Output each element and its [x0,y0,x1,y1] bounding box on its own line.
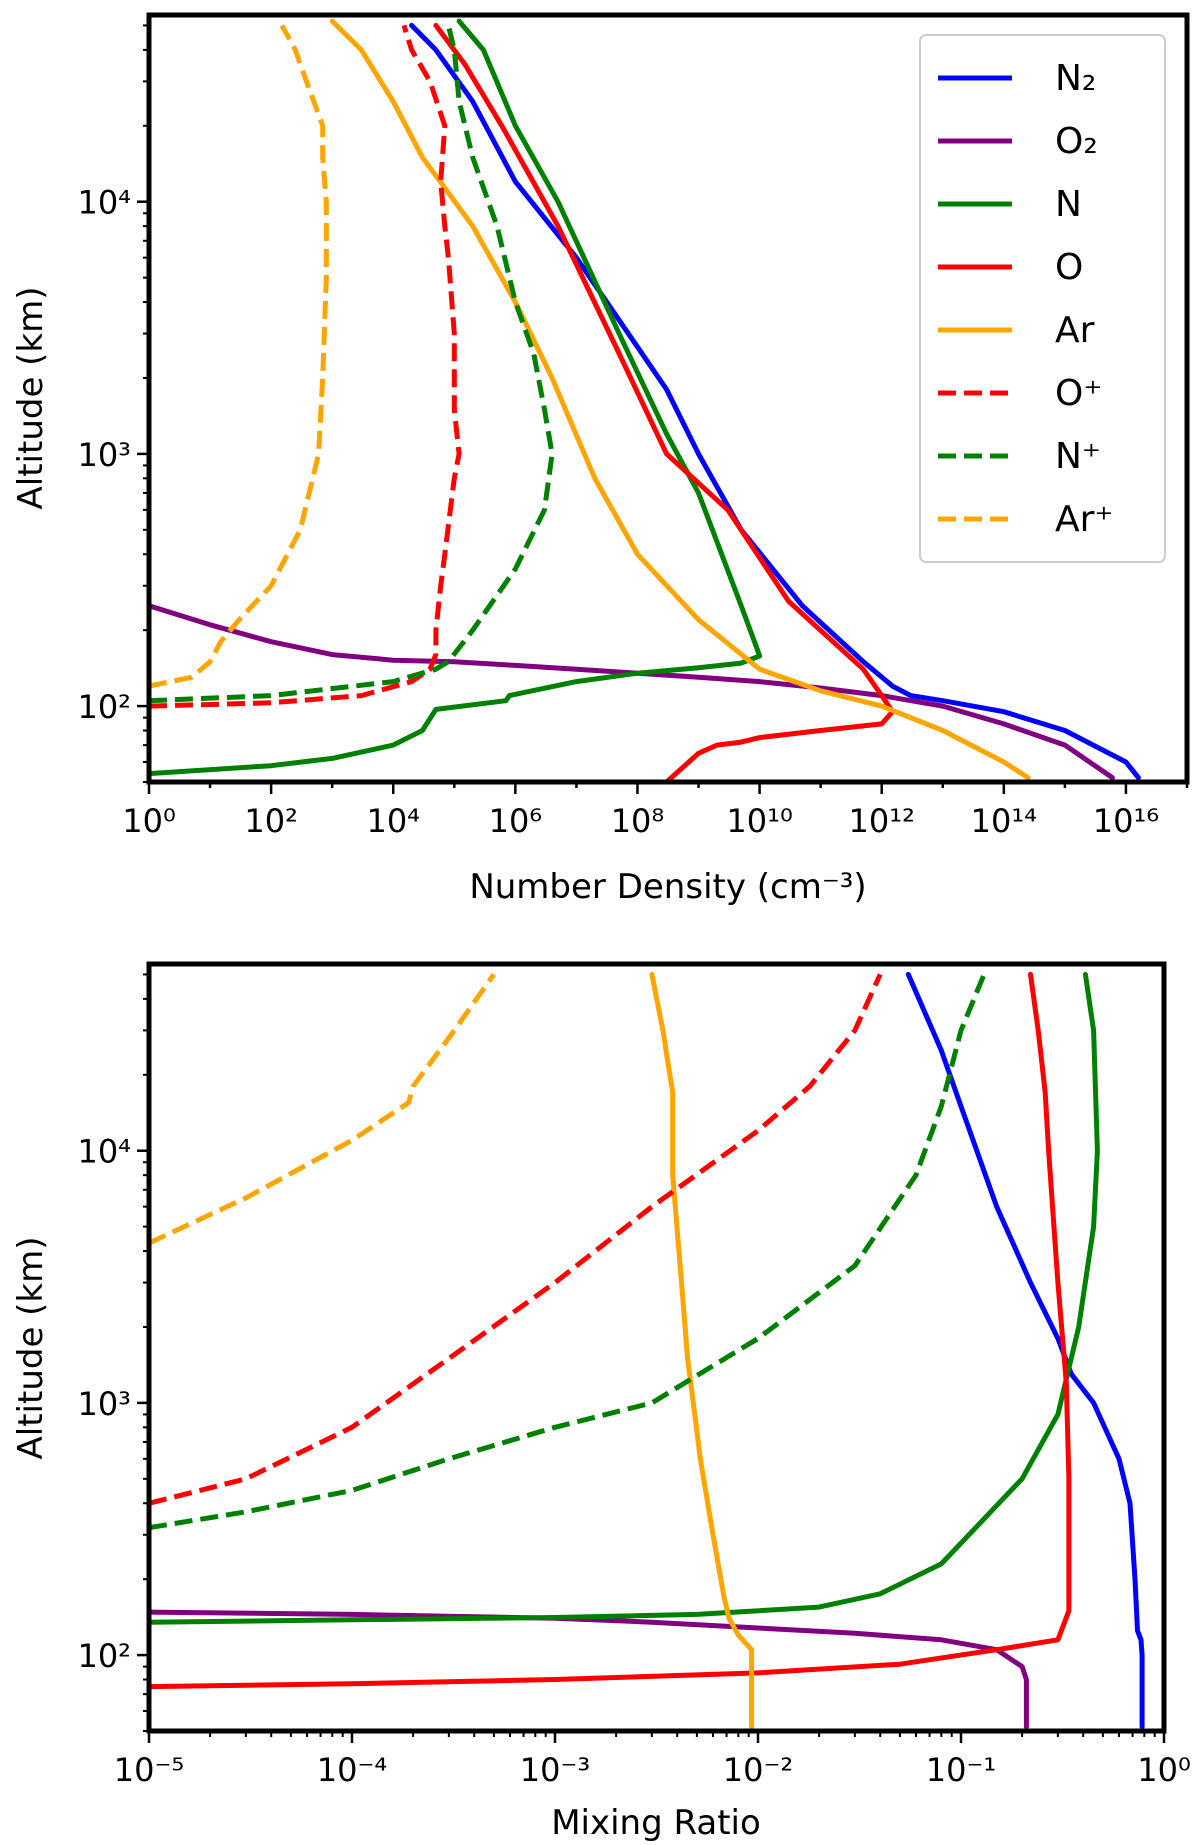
x-tick-label: 10¹⁴ [971,802,1037,840]
y-axis-label: Altitude (km) [11,286,51,509]
series-line [409,22,1141,781]
x-tick-label: 10⁻³ [520,1751,590,1789]
x-tick-label: 10⁴ [366,802,420,840]
series-line [649,971,755,1730]
legend-label: N₂ [1055,58,1096,99]
mixing-ratio-panel: 10⁻⁵ 10⁻⁴ 10⁻³ 10⁻² 10⁻¹ 10⁰ 10² 10³ 10⁴ Mixing… [11,961,1191,1843]
x-tick-label: 10⁻¹ [926,1751,996,1789]
legend-label: N [1055,184,1082,225]
x-tick-label: 10¹⁶ [1093,802,1159,840]
series-line [149,24,555,704]
x-tick-label: 10¹² [849,802,915,840]
legend: N₂ O₂ NO Ar O⁺ N⁺ Ar⁺ [919,34,1166,563]
series-line [149,1609,1029,1730]
series-line [149,973,883,1506]
series-line [149,24,329,689]
plot-frame [146,12,1190,785]
x-axis-label: Mixing Ratio [551,1803,761,1843]
x-tick-label: 10¹⁰ [726,802,792,840]
series-line [329,18,1031,781]
x-tick-label: 10⁻⁵ [114,1751,184,1789]
number-density-panel: 10⁰ 10² 10⁴ 10⁶ 10⁸ 10¹⁰ 10¹² 10¹⁴ 10¹⁶ 10² 10³ 10… [11,12,1190,907]
legend-label: O⁺ [1055,373,1102,414]
series-line [149,971,1072,1690]
x-tick-label: 10⁸ [611,802,665,840]
x-tick-label: 10⁻⁴ [317,1751,387,1789]
x-tick-label: 10² [244,802,298,840]
y-tick-label: 10² [77,688,131,726]
series-line [149,972,496,1246]
x-axis-label: Number Density (cm⁻³) [469,867,866,907]
x-tick-label: 10⁶ [489,802,543,840]
plot-frame [146,961,1167,1734]
legend-label: Ar [1055,310,1095,351]
series-line [149,24,462,709]
legend-label: Ar⁺ [1055,499,1113,540]
legend-box [919,34,1166,563]
y-tick-label: 10⁴ [77,1133,131,1171]
y-tick-label: 10⁴ [77,184,131,222]
y-axis-label: Altitude (km) [11,1236,51,1459]
series-line [149,18,763,777]
x-tick-label: 10⁰ [122,802,176,840]
y-tick-label: 10³ [77,436,131,474]
series-line [905,971,1145,1730]
y-tick-label: 10² [77,1637,131,1675]
legend-label: O [1055,247,1083,288]
y-tick-label: 10³ [77,1385,131,1423]
series-line [149,973,987,1531]
legend-label: N⁺ [1055,436,1101,477]
x-tick-label: 10⁰ [1137,1751,1191,1789]
legend-label: O₂ [1055,121,1098,162]
series-line [149,971,1100,1625]
x-tick-label: 10⁻² [723,1751,793,1789]
